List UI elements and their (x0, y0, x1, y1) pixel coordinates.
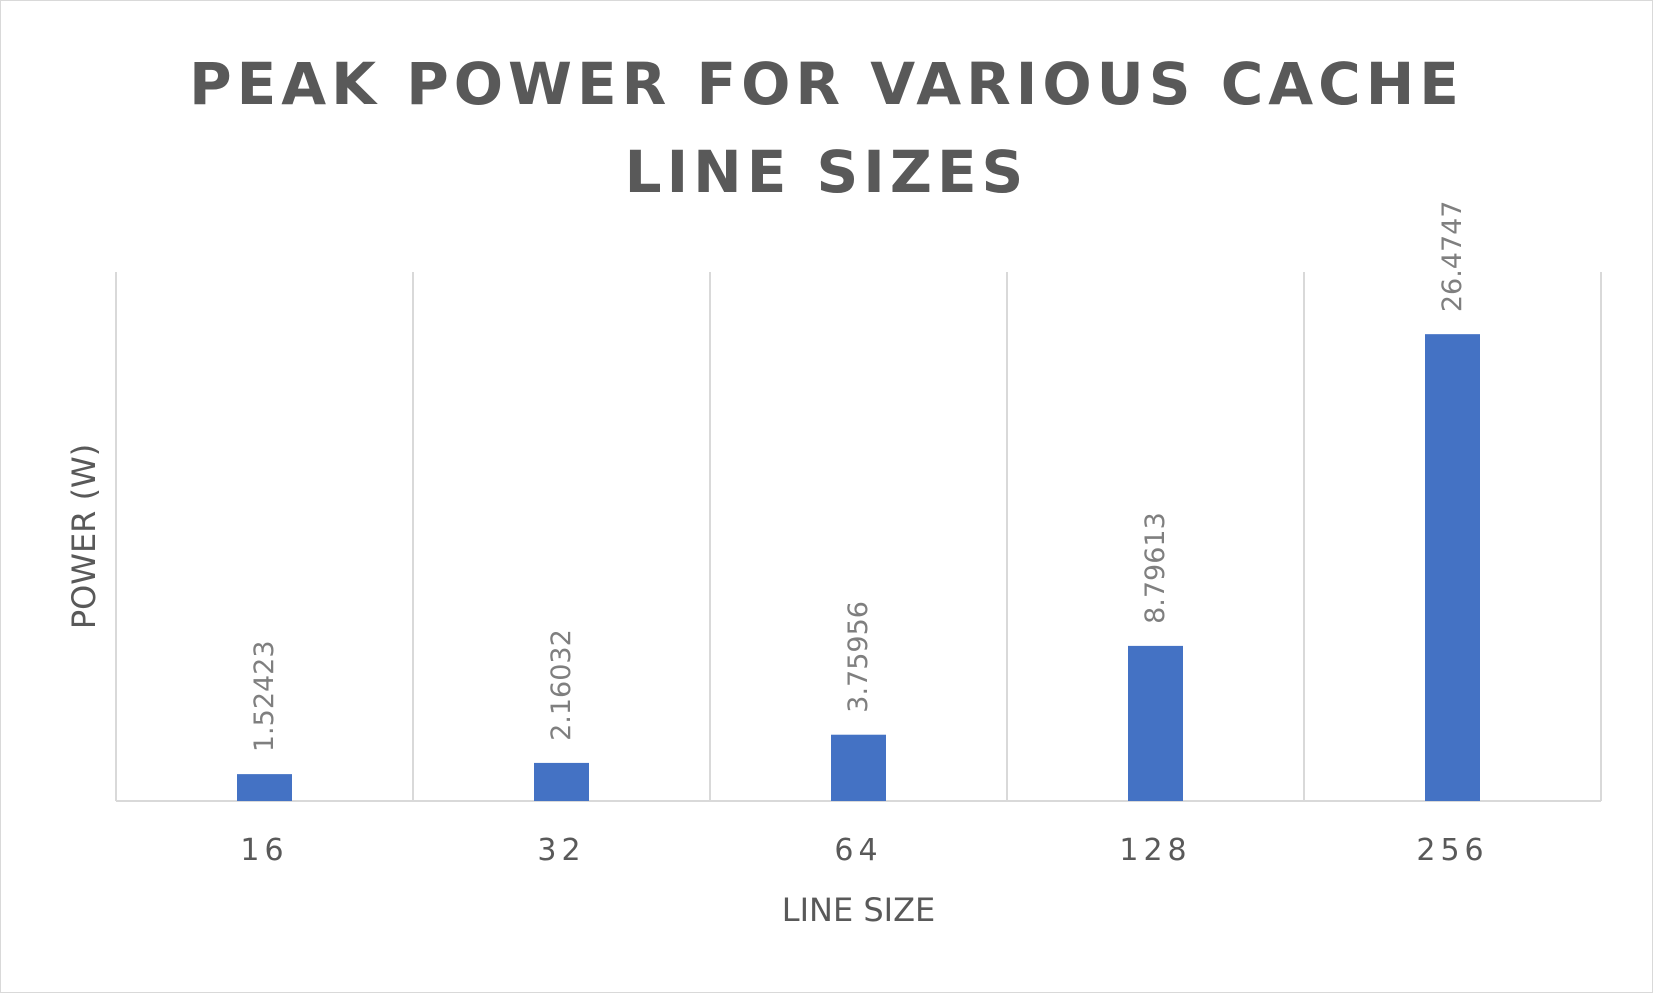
data-label-32: 2.16032 (546, 629, 577, 741)
data-labels: 1.52423 2.16032 3.75956 8.79613 26.4747 (249, 201, 1468, 753)
gridlines (115, 272, 1602, 802)
x-axis-title: LINE SIZE (782, 891, 935, 929)
bar-256 (1425, 334, 1480, 801)
x-tick-label-64: 64 (834, 833, 882, 868)
bar-16 (237, 774, 292, 801)
bar-64 (831, 734, 886, 801)
y-axis-title: POWER (W) (65, 444, 103, 629)
x-tick-labels: 16 32 64 128 256 (240, 833, 1488, 868)
data-label-16: 1.52423 (249, 640, 280, 752)
bar-32 (534, 762, 589, 801)
bar-128 (1128, 645, 1183, 801)
x-tick-label-128: 128 (1119, 833, 1191, 868)
x-tick-label-256: 256 (1416, 833, 1488, 868)
data-label-128: 8.79613 (1140, 512, 1171, 624)
x-tick-label-32: 32 (537, 833, 585, 868)
bars (237, 334, 1480, 801)
x-tick-label-16: 16 (240, 833, 288, 868)
data-label-64: 3.75956 (843, 601, 874, 713)
chart-title: PEAK POWER FOR VARIOUS CACHE LINE SIZES (189, 50, 1464, 206)
data-label-256: 26.4747 (1437, 201, 1468, 313)
